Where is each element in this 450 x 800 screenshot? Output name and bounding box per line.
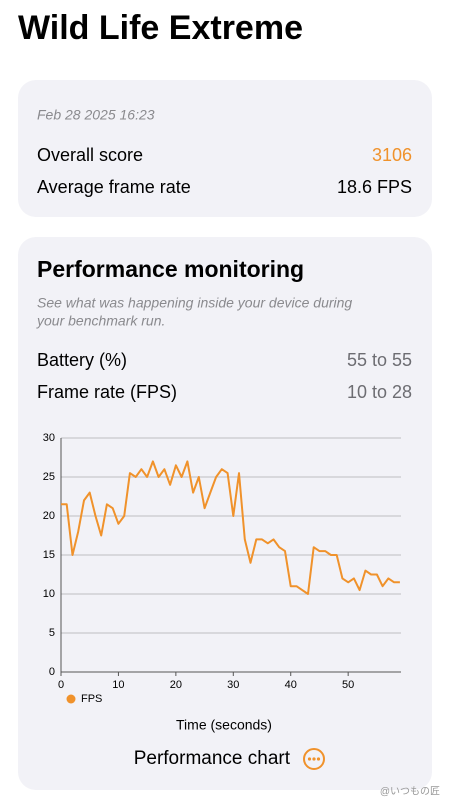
button-label[interactable]: Performance chart bbox=[134, 748, 291, 769]
performance-chart-button[interactable]: Performance chart bbox=[134, 748, 325, 770]
chart: 0 5 10 15 20 25 30 0 10 20 30 40 50 FPS Time (seconds) bbox=[43, 432, 401, 733]
y-tick-label: 15 bbox=[43, 549, 55, 561]
x-axis-label: Time (seconds) bbox=[176, 717, 272, 733]
more-dot bbox=[307, 757, 312, 761]
y-tick-label: 25 bbox=[43, 471, 55, 483]
y-tick-label: 5 bbox=[49, 627, 55, 639]
x-tick-label: 40 bbox=[285, 679, 297, 691]
score: 3106 bbox=[372, 145, 412, 165]
x-tick-label: 20 bbox=[170, 679, 182, 691]
fps-line bbox=[61, 460, 400, 595]
row-label: Frame rate (FPS) bbox=[37, 382, 177, 402]
section-title: Performance monitoring bbox=[37, 256, 304, 282]
row-label: Average frame rate bbox=[37, 177, 191, 197]
summary-card bbox=[18, 80, 432, 217]
x-tick-label: 50 bbox=[342, 679, 354, 691]
x-tick-label: 10 bbox=[112, 679, 124, 691]
more-dot bbox=[316, 757, 321, 761]
description: your benchmark run. bbox=[36, 313, 165, 329]
row-value: 18.6 FPS bbox=[337, 177, 412, 197]
row-label: Battery (%) bbox=[37, 350, 127, 370]
legend-marker bbox=[66, 694, 76, 704]
row-value: 55 to 55 bbox=[347, 350, 412, 370]
more-dot bbox=[312, 757, 316, 761]
row-value: 10 to 28 bbox=[347, 382, 412, 402]
watermark: @いつもの匠 bbox=[380, 786, 440, 798]
y-tick-label: 0 bbox=[49, 666, 55, 678]
monitoring-card bbox=[18, 237, 432, 790]
more-icon[interactable] bbox=[303, 748, 325, 770]
y-tick-label: 20 bbox=[43, 510, 55, 522]
legend-label: FPS bbox=[81, 693, 102, 705]
y-tick-label: 10 bbox=[43, 588, 55, 600]
date: Feb 28 2025 16:23 bbox=[37, 107, 155, 123]
y-tick-label: 30 bbox=[43, 432, 55, 444]
description: See what was happening inside your devic… bbox=[37, 295, 352, 311]
x-tick-label: 0 bbox=[58, 679, 64, 691]
x-tick-label: 30 bbox=[227, 679, 239, 691]
page-title: Wild Life Extreme bbox=[18, 9, 303, 47]
row-label: Overall score bbox=[37, 145, 143, 165]
